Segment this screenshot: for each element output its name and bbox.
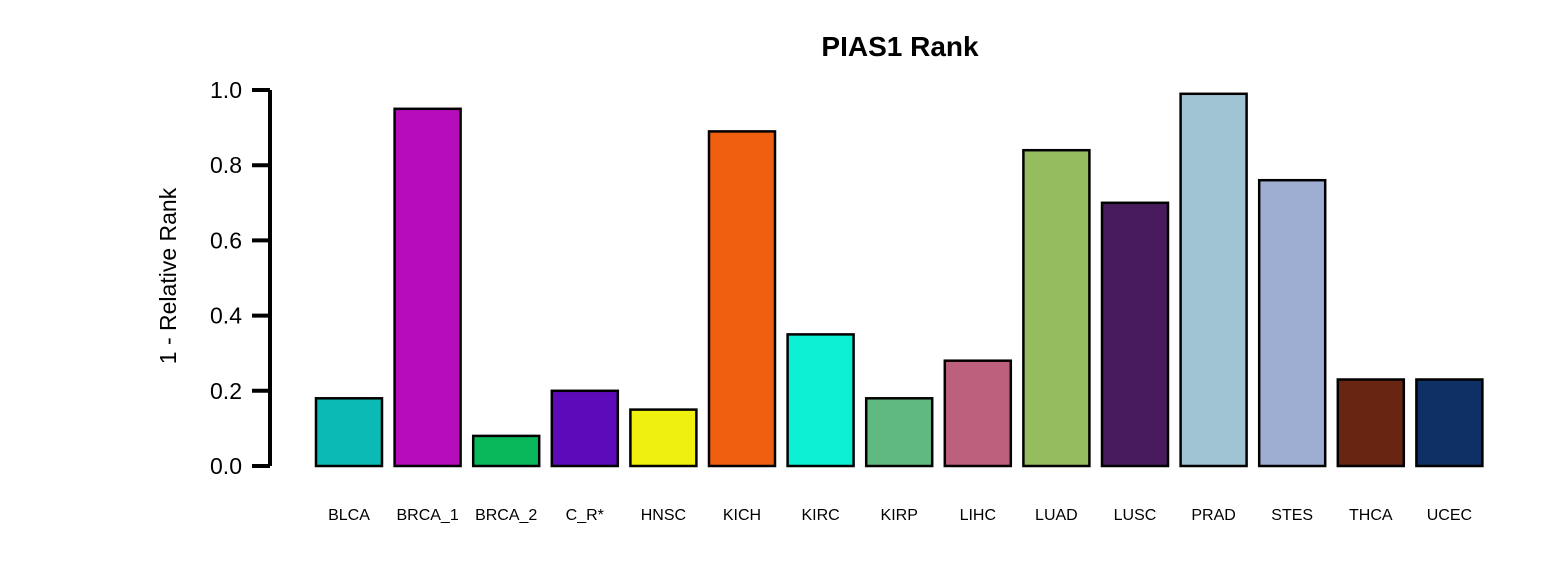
x-tick-label: LUSC [1114, 507, 1157, 524]
x-tick-label: STES [1271, 507, 1313, 524]
x-tick-label: C_R* [566, 507, 604, 524]
x-tick-label: BLCA [328, 507, 370, 524]
bar-hnsc [629, 408, 698, 468]
x-tick-label: THCA [1349, 507, 1393, 524]
x-tick-label: KICH [723, 507, 761, 524]
bar-brca-1 [393, 107, 462, 468]
x-tick-label: BRCA_2 [475, 507, 537, 524]
bar-ucec [1415, 378, 1484, 468]
y-axis-label: 1 - Relative Rank [155, 187, 181, 364]
x-tick-label: PRAD [1191, 507, 1235, 524]
bar-stes [1257, 178, 1327, 468]
x-tick-label: UCEC [1427, 507, 1472, 524]
bar-blca [314, 397, 384, 468]
y-axis: 0.0 0.2 0.4 0.6 0.8 1.0 [210, 77, 272, 479]
x-tick-label: KIRP [881, 507, 918, 524]
y-tick-label: 1.0 [210, 77, 242, 103]
x-tick-labels: BLCA BRCA_1 BRCA_2 C_R* HNSC KICH KIRC KIRP LIHC… [328, 507, 1472, 524]
bar-prad [1179, 92, 1248, 468]
chart-title: PIAS1 Rank [821, 31, 979, 62]
bar-kirc [786, 333, 855, 468]
y-tick-label: 0.4 [210, 303, 242, 329]
y-tick-label: 0.2 [210, 378, 242, 404]
bar-brca-2 [471, 434, 541, 468]
x-tick-label: LIHC [960, 507, 996, 524]
bar-lihc [943, 359, 1013, 468]
x-tick-label: BRCA_1 [396, 507, 458, 524]
bars-group [314, 92, 1484, 468]
x-tick-label: LUAD [1035, 507, 1078, 524]
bar-luad [1022, 148, 1091, 468]
x-tick-label: HNSC [641, 507, 686, 524]
bar-kirp [864, 397, 934, 468]
y-tick-label: 0.8 [210, 152, 242, 178]
x-tick-label: KIRC [801, 507, 839, 524]
bar-kich [707, 130, 777, 468]
bar-lusc [1100, 201, 1170, 468]
bar-c-r [550, 389, 620, 468]
bar-thca [1336, 378, 1406, 468]
y-tick-label: 0.6 [210, 227, 242, 253]
y-tick-label: 0.0 [210, 453, 242, 479]
